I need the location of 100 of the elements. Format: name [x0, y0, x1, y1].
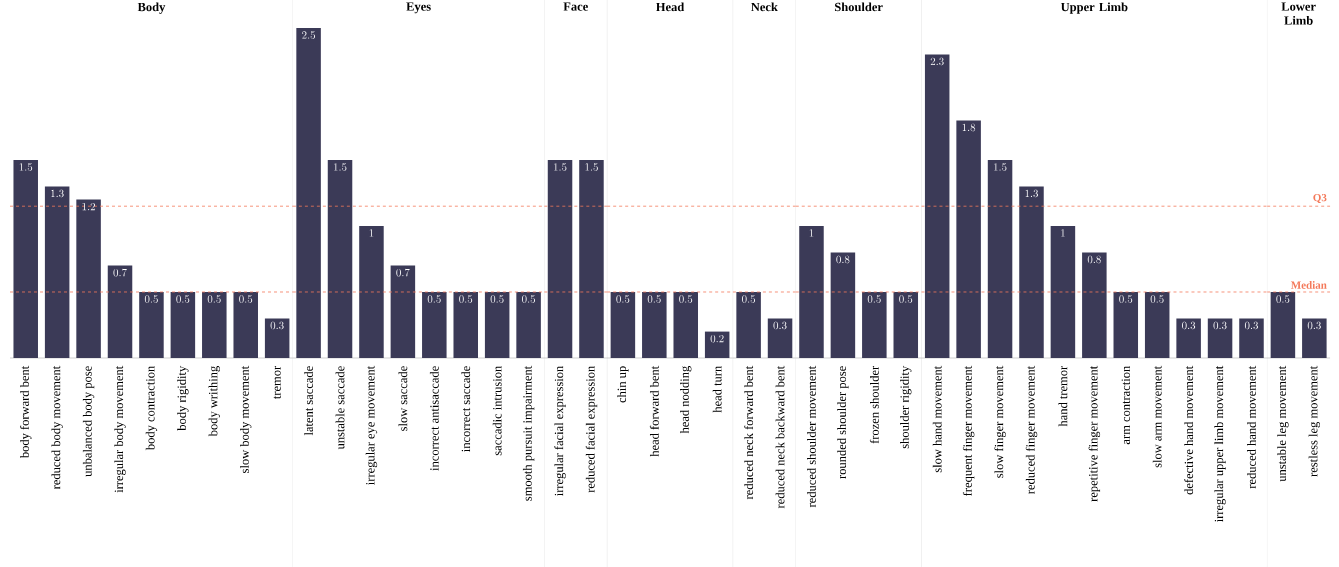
chart-title: Upper Limb: [1060, 2, 1128, 14]
data-label: 0.2: [710, 334, 724, 343]
data-label: 1 .8: [962, 123, 976, 132]
x-tick-label: head nodding: [680, 366, 692, 434]
x-tick-label: shoulder rigidity: [900, 365, 912, 449]
data-label: 0.7: [396, 268, 410, 277]
data-label: 1 .3: [51, 189, 64, 198]
bar: [327, 159, 353, 358]
data-label: 0.8: [1087, 255, 1101, 264]
data-label: 0.5: [176, 295, 190, 303]
bar: [1019, 186, 1044, 358]
data-label: 0.8: [836, 255, 850, 264]
chart-title: Shoulder: [834, 2, 883, 12]
data-label: 0.5: [207, 295, 221, 303]
data-label: 1: [1061, 229, 1065, 237]
bar: [1239, 318, 1264, 358]
x-tick-label: frequent finger movement: [962, 365, 975, 496]
data-label: 0.5: [647, 295, 661, 303]
ref-line-label: Median: [1290, 281, 1327, 289]
x-tick-label: restless leg movement: [1308, 365, 1321, 477]
data-label: 0.3: [1307, 321, 1321, 330]
x-tick-label: body forward bent: [19, 365, 32, 459]
data-label: 1 .5: [585, 163, 598, 171]
data-label: 0.5: [1276, 295, 1290, 303]
data-label: 0.3: [1182, 321, 1196, 330]
data-label: 0.3: [270, 321, 284, 330]
bar: [1113, 291, 1139, 358]
x-tick-label: body writhing: [208, 366, 220, 437]
data-label: 1 .5: [994, 163, 1007, 171]
data-label: 0.5: [144, 295, 158, 303]
bar: [1176, 318, 1201, 358]
chart-title: Body: [137, 2, 166, 14]
chart-title: Neck: [751, 2, 778, 12]
data-label: 0.5: [1150, 295, 1164, 303]
data-label: 0.5: [742, 295, 756, 303]
data-label: 0.5: [490, 295, 504, 303]
x-tick-label: chin up: [617, 366, 629, 403]
x-tick-label: reduced finger movement: [1025, 365, 1038, 494]
x-tick-label: reduced hand movement: [1247, 365, 1256, 489]
bar: [13, 159, 38, 358]
data-label: 0.3: [1213, 321, 1227, 330]
bar: [107, 265, 133, 358]
bar: [44, 186, 70, 358]
data-label: 1 .5: [19, 163, 33, 171]
data-label: 0.5: [239, 295, 253, 303]
x-tick-label: irregular upper limb movement: [1214, 365, 1226, 523]
bar: [1082, 252, 1107, 358]
x-tick-label: latent saccade: [304, 366, 313, 436]
x-tick-label: hand tremor: [1058, 365, 1068, 427]
bar: [1207, 318, 1233, 358]
x-tick-label: slow body movement: [240, 365, 252, 473]
bar: [139, 291, 164, 358]
x-tick-label: head forward bent: [649, 365, 659, 457]
x-tick-label: saccadic intrusion: [492, 365, 502, 456]
x-tick-label: slow saccade: [398, 366, 408, 431]
x-tick-label: body rigidity: [177, 365, 189, 431]
x-tick-label: tremor: [273, 365, 281, 399]
x-tick-label: slow hand movement: [932, 365, 942, 473]
data-label: 0.5: [679, 295, 693, 303]
bar: [484, 291, 510, 358]
data-label: 0.5: [459, 295, 473, 303]
ref-line-label: Q3: [1313, 193, 1327, 203]
data-label: 0.3: [1244, 321, 1259, 330]
x-tick-label: slow arm movement: [1152, 365, 1162, 468]
data-label: 2.3: [930, 57, 944, 66]
x-tick-label: incorrect saccade: [461, 366, 471, 452]
bar: [956, 120, 981, 358]
bar: [422, 291, 447, 358]
bar: [516, 291, 541, 358]
bar: [1144, 291, 1170, 358]
bar: [264, 318, 290, 358]
data-label: 1 .2: [82, 202, 96, 211]
data-label: 2.5: [302, 31, 316, 39]
bar: [987, 159, 1013, 358]
data-label: 0.7: [113, 268, 127, 277]
x-tick-label: irregular eye movement: [365, 365, 378, 485]
x-tick-label: smooth pursuit impairment: [522, 365, 535, 501]
chart-title: Lower Limb: [1281, 2, 1316, 25]
x-tick-label: reduced neck forward bent: [744, 365, 754, 500]
data-label: 0.5: [867, 295, 881, 303]
x-tick-label: frozen shoulder: [869, 365, 879, 444]
x-tick-label: body contraction: [145, 365, 158, 451]
x-tick-label: reduced facial expression: [585, 365, 598, 493]
data-label: 0.5: [427, 295, 441, 303]
x-tick-label: unbalanced body pose: [82, 366, 95, 477]
x-tick-label: reduced shoulder movement: [807, 365, 816, 508]
data-label: 1: [369, 229, 374, 237]
data-label: 0.5: [899, 295, 913, 303]
x-tick-label: arm contraction: [1121, 365, 1130, 445]
data-label: 1 .3: [1025, 189, 1039, 198]
bar: [296, 27, 321, 358]
x-tick-label: defective hand movement: [1184, 365, 1194, 495]
chart-title: Face: [563, 2, 588, 11]
data-label: 0.3: [773, 321, 787, 330]
x-tick-label: repetitive finger movement: [1088, 365, 1101, 502]
bar: [453, 291, 478, 358]
bar: [924, 54, 950, 358]
x-tick-label: head turn: [712, 365, 722, 413]
x-tick-label: irregular facial expression: [554, 365, 566, 497]
x-tick-label: slow finger movement: [994, 365, 1006, 478]
